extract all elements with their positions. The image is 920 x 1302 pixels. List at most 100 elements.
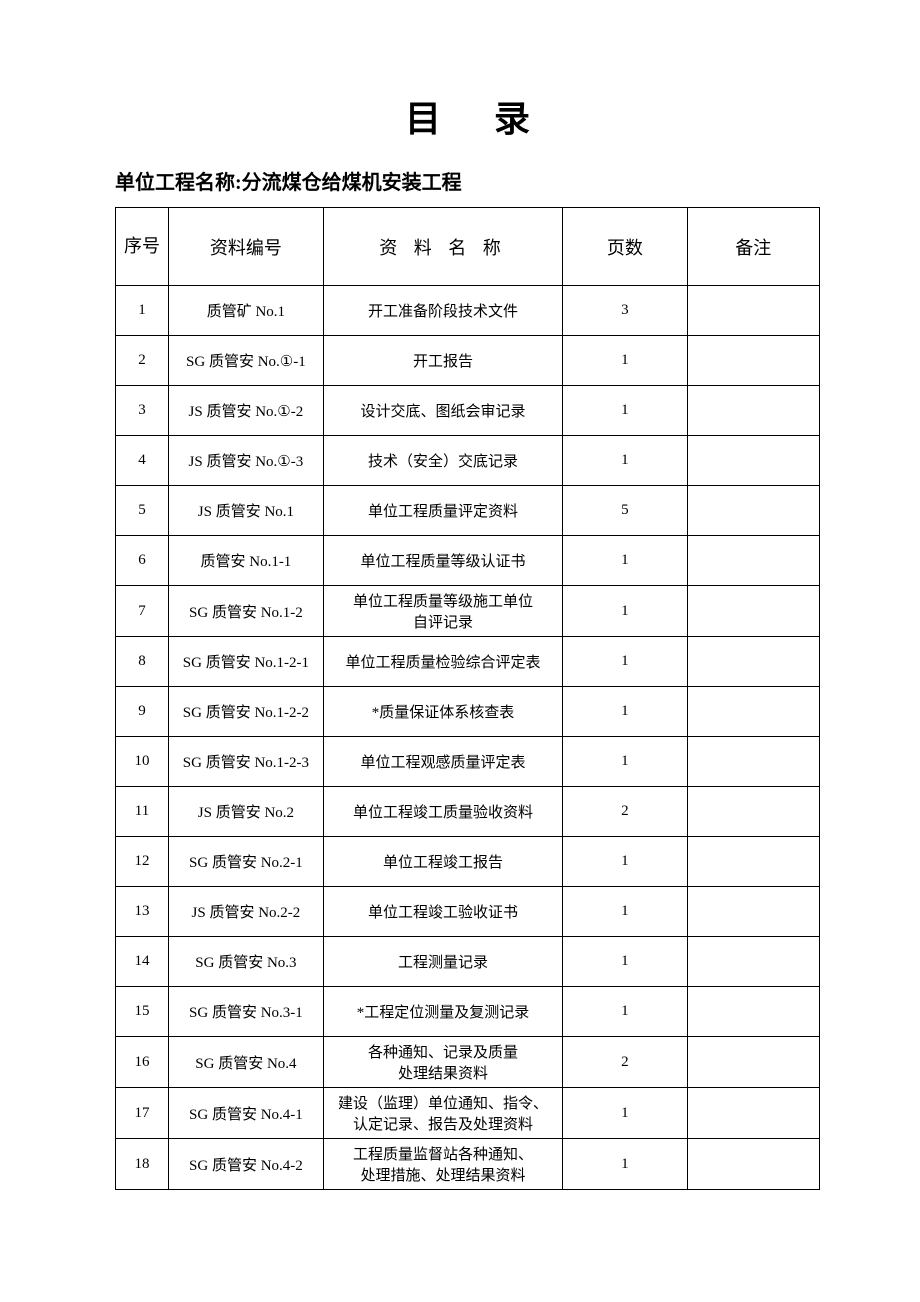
cell-seq: 17 (116, 1088, 169, 1139)
page-title: 目 录 (115, 90, 820, 142)
table-row: 4JS 质管安 No.①-3技术（安全）交底记录1 (116, 436, 820, 486)
table-row: 8SG 质管安 No.1-2-1单位工程质量检验综合评定表1 (116, 637, 820, 687)
table-row: 15SG 质管安 No.3-1*工程定位测量及复测记录1 (116, 987, 820, 1037)
cell-seq: 15 (116, 987, 169, 1037)
cell-docid: JS 质管安 No.2-2 (168, 887, 323, 937)
cell-seq: 9 (116, 687, 169, 737)
cell-seq: 7 (116, 586, 169, 637)
cell-docid: SG 质管安 No.3-1 (168, 987, 323, 1037)
cell-name: *质量保证体系核查表 (323, 687, 562, 737)
cell-name: 开工准备阶段技术文件 (323, 286, 562, 336)
cell-name: 单位工程竣工报告 (323, 837, 562, 887)
table-row: 9SG 质管安 No.1-2-2*质量保证体系核查表1 (116, 687, 820, 737)
cell-seq: 3 (116, 386, 169, 436)
cell-docid: SG 质管安 No.1-2-3 (168, 737, 323, 787)
toc-table: 序号 资料编号 资 料 名 称 页数 备注 1质管矿 No.1开工准备阶段技术文… (115, 207, 820, 1190)
cell-docid: SG 质管安 No.4-1 (168, 1088, 323, 1139)
cell-name: 单位工程观感质量评定表 (323, 737, 562, 787)
cell-seq: 1 (116, 286, 169, 336)
cell-notes (687, 286, 819, 336)
table-row: 1质管矿 No.1开工准备阶段技术文件3 (116, 286, 820, 336)
cell-notes (687, 687, 819, 737)
table-row: 18SG 质管安 No.4-2工程质量监督站各种通知、 处理措施、处理结果资料1 (116, 1139, 820, 1190)
cell-seq: 10 (116, 737, 169, 787)
cell-name: 各种通知、记录及质量 处理结果资料 (323, 1037, 562, 1088)
cell-notes (687, 937, 819, 987)
table-row: 3JS 质管安 No.①-2设计交底、图纸会审记录1 (116, 386, 820, 436)
table-row: 14SG 质管安 No.3工程测量记录1 (116, 937, 820, 987)
cell-notes (687, 536, 819, 586)
cell-pages: 1 (563, 637, 687, 687)
cell-docid: 质管安 No.1-1 (168, 536, 323, 586)
cell-pages: 1 (563, 887, 687, 937)
cell-seq: 5 (116, 486, 169, 536)
cell-pages: 1 (563, 987, 687, 1037)
cell-pages: 1 (563, 386, 687, 436)
cell-docid: JS 质管安 No.1 (168, 486, 323, 536)
cell-pages: 1 (563, 1088, 687, 1139)
cell-pages: 1 (563, 586, 687, 637)
cell-notes (687, 1139, 819, 1190)
cell-pages: 1 (563, 536, 687, 586)
cell-pages: 1 (563, 1139, 687, 1190)
cell-pages: 1 (563, 436, 687, 486)
col-header-pages: 页数 (563, 208, 687, 286)
cell-docid: 质管矿 No.1 (168, 286, 323, 336)
cell-notes (687, 987, 819, 1037)
cell-notes (687, 887, 819, 937)
table-row: 16SG 质管安 No.4各种通知、记录及质量 处理结果资料2 (116, 1037, 820, 1088)
cell-name: 单位工程质量等级认证书 (323, 536, 562, 586)
cell-name: 单位工程竣工质量验收资料 (323, 787, 562, 837)
cell-pages: 1 (563, 336, 687, 386)
cell-name: 建设（监理）单位通知、指令、 认定记录、报告及处理资料 (323, 1088, 562, 1139)
cell-seq: 12 (116, 837, 169, 887)
cell-notes (687, 637, 819, 687)
cell-notes (687, 486, 819, 536)
cell-name: 单位工程质量评定资料 (323, 486, 562, 536)
cell-notes (687, 1088, 819, 1139)
cell-notes (687, 737, 819, 787)
cell-notes (687, 1037, 819, 1088)
cell-notes (687, 336, 819, 386)
cell-notes (687, 586, 819, 637)
cell-docid: SG 质管安 No.4-2 (168, 1139, 323, 1190)
table-row: 2SG 质管安 No.①-1开工报告1 (116, 336, 820, 386)
cell-seq: 6 (116, 536, 169, 586)
cell-name: 开工报告 (323, 336, 562, 386)
table-body: 1质管矿 No.1开工准备阶段技术文件32SG 质管安 No.①-1开工报告13… (116, 286, 820, 1190)
project-subtitle: 单位工程名称:分流煤仓给煤机安装工程 (115, 166, 820, 195)
cell-docid: SG 质管安 No.1-2 (168, 586, 323, 637)
cell-seq: 13 (116, 887, 169, 937)
cell-pages: 3 (563, 286, 687, 336)
cell-pages: 5 (563, 486, 687, 536)
table-row: 10SG 质管安 No.1-2-3单位工程观感质量评定表1 (116, 737, 820, 787)
cell-seq: 2 (116, 336, 169, 386)
cell-seq: 8 (116, 637, 169, 687)
cell-pages: 1 (563, 837, 687, 887)
cell-name: 单位工程竣工验收证书 (323, 887, 562, 937)
cell-docid: JS 质管安 No.①-3 (168, 436, 323, 486)
cell-notes (687, 386, 819, 436)
table-header-row: 序号 资料编号 资 料 名 称 页数 备注 (116, 208, 820, 286)
cell-seq: 4 (116, 436, 169, 486)
cell-docid: JS 质管安 No.2 (168, 787, 323, 837)
table-row: 13JS 质管安 No.2-2单位工程竣工验收证书1 (116, 887, 820, 937)
cell-notes (687, 837, 819, 887)
cell-pages: 2 (563, 1037, 687, 1088)
table-row: 17SG 质管安 No.4-1建设（监理）单位通知、指令、 认定记录、报告及处理… (116, 1088, 820, 1139)
col-header-notes: 备注 (687, 208, 819, 286)
cell-name: 工程质量监督站各种通知、 处理措施、处理结果资料 (323, 1139, 562, 1190)
cell-name: 单位工程质量检验综合评定表 (323, 637, 562, 687)
table-row: 5JS 质管安 No.1单位工程质量评定资料5 (116, 486, 820, 536)
cell-pages: 1 (563, 937, 687, 987)
cell-notes (687, 436, 819, 486)
table-row: 12SG 质管安 No.2-1单位工程竣工报告1 (116, 837, 820, 887)
cell-docid: SG 质管安 No.3 (168, 937, 323, 987)
cell-name: 技术（安全）交底记录 (323, 436, 562, 486)
cell-notes (687, 787, 819, 837)
col-header-name: 资 料 名 称 (323, 208, 562, 286)
table-row: 6质管安 No.1-1单位工程质量等级认证书1 (116, 536, 820, 586)
table-row: 11JS 质管安 No.2单位工程竣工质量验收资料2 (116, 787, 820, 837)
cell-name: *工程定位测量及复测记录 (323, 987, 562, 1037)
table-row: 7SG 质管安 No.1-2单位工程质量等级施工单位 自评记录1 (116, 586, 820, 637)
